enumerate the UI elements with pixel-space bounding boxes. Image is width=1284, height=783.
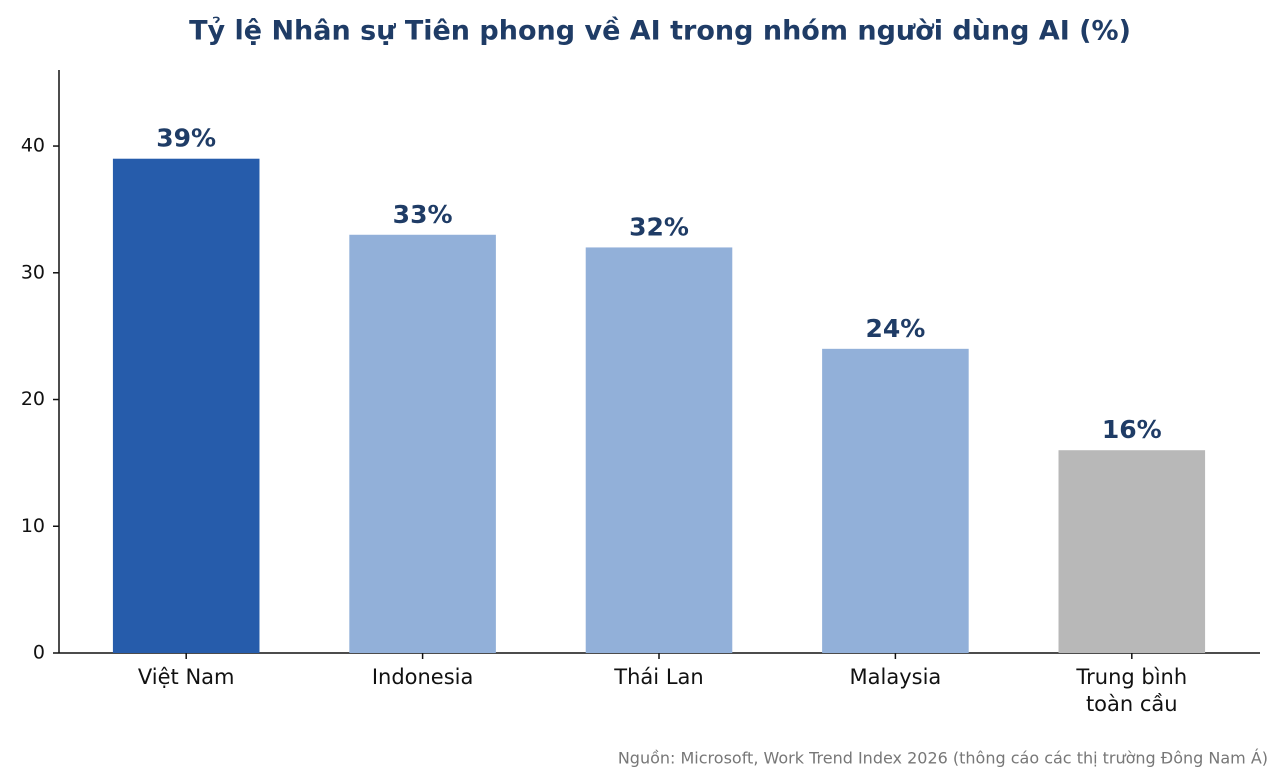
bar [585, 247, 733, 653]
bar [112, 158, 260, 653]
chart-title: Tỷ lệ Nhân sự Tiên phong về AI trong nhó… [189, 16, 1131, 47]
source-note: Nguồn: Microsoft, Work Trend Index 2026 … [618, 749, 1268, 768]
bar [1058, 450, 1206, 653]
x-tick-label: Malaysia [850, 665, 942, 689]
value-label: 16% [1102, 415, 1162, 444]
value-label: 33% [393, 200, 453, 229]
y-tick-label: 40 [21, 135, 45, 157]
x-tick-label: Việt Nam [138, 665, 235, 689]
x-tick-label: Indonesia [372, 665, 474, 689]
value-label: 32% [629, 212, 689, 241]
y-tick-label: 0 [33, 642, 45, 664]
y-tick-label: 30 [21, 261, 45, 283]
x-tick-label: Thái Lan [613, 665, 703, 689]
y-tick-label: 20 [21, 388, 45, 410]
y-tick-label: 10 [21, 515, 45, 537]
x-tick-label: Trung bình toàn cầu [1075, 665, 1187, 716]
value-label: 24% [865, 314, 925, 343]
bar [349, 234, 496, 653]
bar [822, 348, 969, 653]
value-label: 39% [156, 124, 216, 153]
